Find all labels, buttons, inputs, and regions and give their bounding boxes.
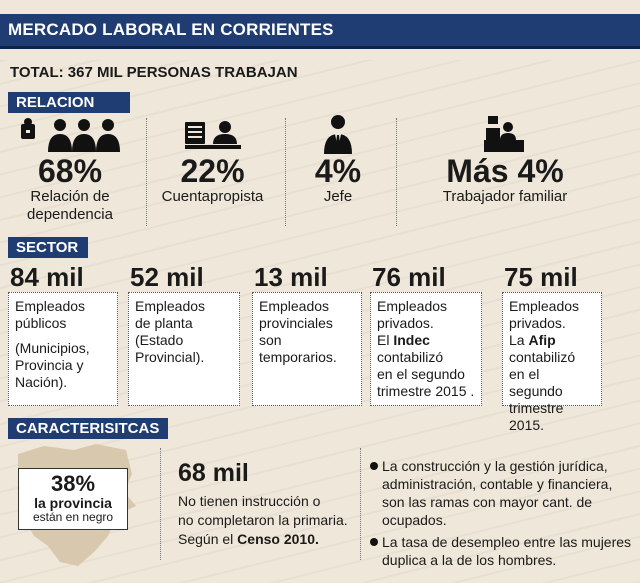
relacion-pct: 4% [314, 153, 362, 189]
sector-text: provinciales [259, 315, 333, 331]
sector-source: Indec [393, 332, 430, 348]
stat-text: Según el [178, 531, 238, 547]
sector-text: Empleados [377, 298, 448, 314]
relacion-item-cuentapropista: 22% Cuentapropista [150, 154, 275, 206]
page-title: MERCADO LABORAL EN CORRIENTES [8, 20, 334, 39]
section-header-relacion: RELACION [8, 92, 130, 113]
family-worker-icon [484, 116, 524, 152]
relacion-item-jefe: 4% Jefe [292, 154, 384, 206]
sector-text: temporarios. [259, 349, 337, 365]
relacion-label: Relación de [30, 188, 110, 205]
stat-description: No tienen instrucción o no completaron l… [178, 492, 358, 549]
sector-box-publicos: Empleados públicos (Municipios, Provinci… [8, 292, 118, 406]
relacion-item-familiar: Más 4% Trabajador familiar [410, 154, 600, 206]
stat-label: están en negro [32, 510, 114, 524]
relacion-label: Trabajador familiar [442, 188, 568, 205]
relacion-pct: Más 4% [446, 153, 564, 189]
bullet-icon [370, 538, 378, 546]
workers-icon [21, 118, 120, 152]
sector-value: 75 mil [504, 262, 578, 292]
sector-box-temporarios: Empleados provinciales son temporarios. [252, 292, 362, 406]
relacion-item-dependencia: 68% Relación de dependencia [10, 154, 130, 224]
stat-text: no completaron la primaria. [178, 512, 348, 528]
sector-source: Afip [528, 332, 556, 348]
sector-box-planta: Empleados de planta (Estado Provincial). [128, 292, 240, 406]
sector-text: Empleados [135, 298, 206, 314]
stat-pct: 38% [50, 471, 96, 496]
divider [160, 448, 161, 560]
sector-text: La [509, 332, 529, 348]
total-heading: TOTAL: 367 MIL PERSONAS TRABAJAN [10, 64, 298, 81]
bullet-list: La construcción y la gestión jurídica, a… [370, 457, 632, 573]
sector-text: trimestre 2015 . [377, 383, 475, 399]
sector-text: Nación). [15, 374, 68, 390]
sector-text: privados. [509, 315, 566, 331]
sector-value: 76 mil [372, 262, 446, 292]
relacion-label: dependencia [27, 206, 113, 223]
stat-value: 68 mil [178, 459, 249, 487]
sector-text: contabilizó [377, 349, 444, 365]
sector-text: El [377, 332, 394, 348]
sector-text: (Municipios, [15, 340, 90, 356]
relacion-label: Jefe [323, 188, 353, 205]
sector-text: (Estado [135, 332, 184, 348]
bullet-text: La construcción y la gestión jurídica, a… [382, 458, 613, 528]
stat-source: Censo 2010. [237, 531, 319, 547]
self-employed-icon [185, 121, 241, 149]
sector-value: 84 mil [10, 262, 84, 292]
divider [285, 118, 286, 226]
relacion-pct: 68% [37, 153, 103, 189]
sector-text: de planta [135, 315, 193, 331]
stat-box-negro: 38% la provincia están en negro [18, 468, 128, 530]
sector-text: Provincia y [15, 357, 84, 373]
sector-text: Empleados [15, 298, 86, 314]
sector-text: privados. [377, 315, 434, 331]
sector-text: Empleados [509, 298, 580, 314]
sector-text: Empleados [259, 298, 330, 314]
stat-text: No tienen instrucción o [178, 493, 321, 509]
sector-text: en el segundo [377, 366, 465, 382]
sector-text: son [259, 332, 282, 348]
sector-text: en el segundo [509, 366, 563, 399]
sector-text: públicos [15, 315, 67, 331]
sector-text: Provincial). [135, 349, 205, 365]
bullet-icon [370, 462, 378, 470]
relacion-label: Cuentapropista [161, 188, 264, 205]
section-header-sector: SECTOR [8, 237, 88, 258]
sector-text: trimestre 2015. [509, 400, 564, 433]
divider [146, 118, 147, 226]
divider [360, 448, 361, 560]
sector-value: 52 mil [130, 262, 204, 292]
section-header-caracteristicas: CARACTERISITCAS [8, 418, 168, 439]
relacion-pct: 22% [180, 153, 245, 189]
list-item: La tasa de desempleo entre las mujeres d… [370, 533, 632, 569]
boss-icon [324, 115, 352, 154]
sector-box-indec: Empleados privados. El Indec contabilizó… [370, 292, 482, 406]
list-item: La construcción y la gestión jurídica, a… [370, 457, 632, 529]
bullet-text: La tasa de desempleo entre las mujeres d… [382, 534, 632, 568]
divider [396, 118, 397, 226]
stat-label: la provincia [34, 495, 112, 511]
title-bar: MERCADO LABORAL EN CORRIENTES [0, 14, 640, 49]
sector-box-afip: Empleados privados. La Afip contabilizó … [502, 292, 602, 433]
sector-text: contabilizó [509, 349, 576, 365]
sector-value: 13 mil [254, 262, 328, 292]
